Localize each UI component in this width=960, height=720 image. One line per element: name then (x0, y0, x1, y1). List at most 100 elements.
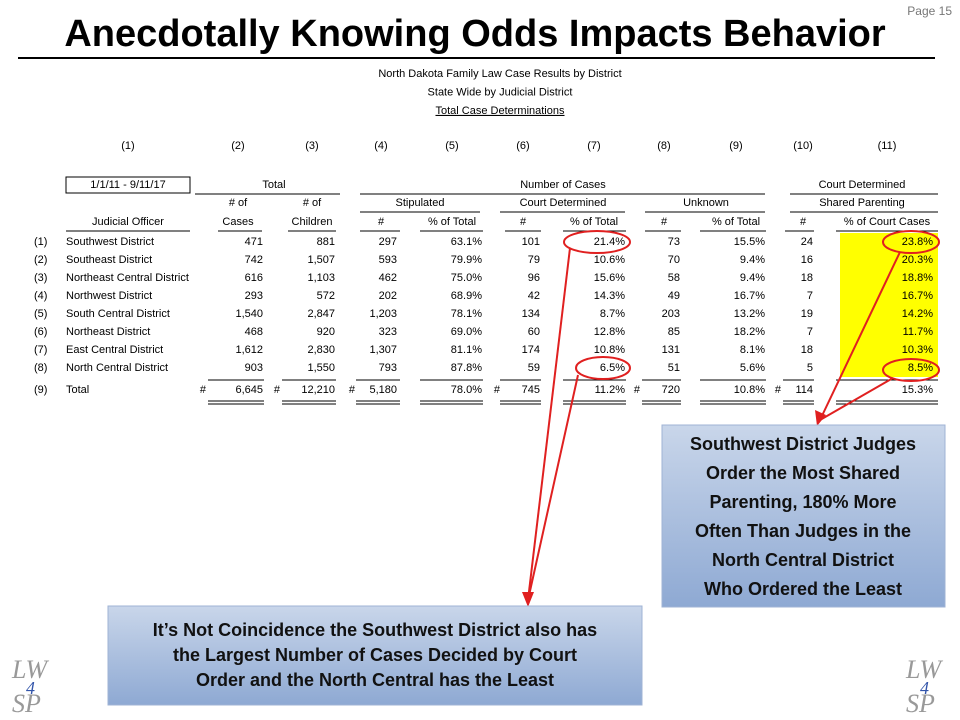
column-header: Children (292, 216, 333, 228)
callout-line: Who Ordered the Least (704, 579, 902, 599)
cell: 96 (528, 272, 540, 284)
cell: 69.0% (451, 326, 482, 338)
sub-header: Unknown (683, 197, 729, 209)
cell: 20.3% (902, 254, 933, 266)
column-header: % of Court Cases (844, 216, 931, 228)
highlight (840, 233, 938, 377)
column-header: % of Total (712, 216, 760, 228)
logo-right: LW 4 SP (905, 655, 943, 718)
cell: 468 (245, 326, 263, 338)
column-header: Judicial Officer (92, 216, 164, 228)
cell: 2,830 (307, 344, 335, 356)
column-number: (10) (793, 140, 813, 152)
row-label: (4) (34, 290, 47, 302)
cell: 572 (317, 290, 335, 302)
cell: 21.4% (594, 236, 625, 248)
cell: 6.5% (600, 362, 625, 374)
cell: 11.2% (595, 384, 626, 396)
cell: 15.5% (734, 236, 765, 248)
callout-line: Parenting, 180% More (709, 492, 896, 512)
cell: 81.1% (451, 344, 482, 356)
cell: 73 (668, 236, 680, 248)
cell: 5,180 (369, 384, 397, 396)
caption: North Dakota Family Law Case Results by … (378, 68, 621, 80)
cell: 23.8% (902, 236, 933, 248)
cell: 297 (379, 236, 397, 248)
row-label: (3) (34, 272, 47, 284)
row-label: Southwest District (66, 236, 154, 248)
column-header: # (378, 216, 385, 228)
cell: 79.9% (451, 254, 482, 266)
cell: 10.6% (594, 254, 625, 266)
logo-bottom: SP (906, 689, 935, 718)
cell: 16.7% (902, 290, 933, 302)
cell: # (775, 384, 782, 396)
cell: # (274, 384, 281, 396)
cell: 24 (801, 236, 813, 248)
column-number: (11) (878, 140, 897, 152)
cell: 323 (379, 326, 397, 338)
cell: 8.1% (740, 344, 765, 356)
cell: 720 (662, 384, 680, 396)
page-number: Page 15 (907, 4, 952, 18)
logo-left: LW 4 SP (11, 655, 49, 718)
group-header: Number of Cases (520, 179, 606, 191)
cell: 742 (245, 254, 263, 266)
callout-line: Order the Most Shared (706, 463, 900, 483)
cell: 462 (379, 272, 397, 284)
cell: 51 (668, 362, 680, 374)
date-box (65, 176, 191, 194)
cell: 19 (801, 308, 813, 320)
cell: 18 (801, 344, 813, 356)
cell: 174 (522, 344, 540, 356)
logo-top: LW (905, 655, 943, 684)
cell: 6,645 (235, 384, 263, 396)
cell: 78.1% (451, 308, 482, 320)
cell: 203 (662, 308, 680, 320)
logo-bottom: SP (12, 689, 41, 718)
column-header: Cases (222, 216, 254, 228)
logo-number: 4 (920, 678, 929, 698)
column-number: (6) (516, 140, 529, 152)
row-label: Northwest District (66, 290, 152, 302)
cell: 12.8% (594, 326, 625, 338)
row-label: (2) (34, 254, 47, 266)
cell: 16 (801, 254, 813, 266)
column-header: % of Total (428, 216, 476, 228)
column-header: # (800, 216, 807, 228)
cell: 11.7% (903, 326, 934, 338)
cell: 12,210 (301, 384, 335, 396)
column-number: (4) (374, 140, 387, 152)
callout-line: Southwest District Judges (690, 434, 916, 454)
row-label: South Central District (66, 308, 170, 320)
cell: 10.8% (594, 344, 625, 356)
row-label: (6) (34, 326, 47, 338)
cell: 49 (668, 290, 680, 302)
callout-line: Order and the North Central has the Leas… (196, 670, 554, 690)
cell: # (200, 384, 207, 396)
cell: 18 (801, 272, 813, 284)
cell: 75.0% (451, 272, 482, 284)
cell: 1,507 (307, 254, 335, 266)
cell: 2,847 (307, 308, 335, 320)
cell: 471 (245, 236, 263, 248)
cell: 5 (807, 362, 813, 374)
cell: 7 (807, 290, 813, 302)
cell: # (494, 384, 501, 396)
row-label: Northeast Central District (66, 272, 189, 284)
callout-bottom: It’s Not Coincidence the Southwest Distr… (107, 605, 643, 706)
cell: 903 (245, 362, 263, 374)
column-number: (7) (587, 140, 600, 152)
column-number: (5) (445, 140, 458, 152)
cell: 79 (528, 254, 540, 266)
cell: 593 (379, 254, 397, 266)
cell: 15.3% (902, 384, 933, 396)
cell: 1,540 (235, 308, 263, 320)
cell: 793 (379, 362, 397, 374)
cell: 881 (317, 236, 335, 248)
column-number: (1) (121, 140, 134, 152)
cell: 14.3% (594, 290, 625, 302)
column-number: (9) (729, 140, 742, 152)
cell: 1,307 (369, 344, 397, 356)
